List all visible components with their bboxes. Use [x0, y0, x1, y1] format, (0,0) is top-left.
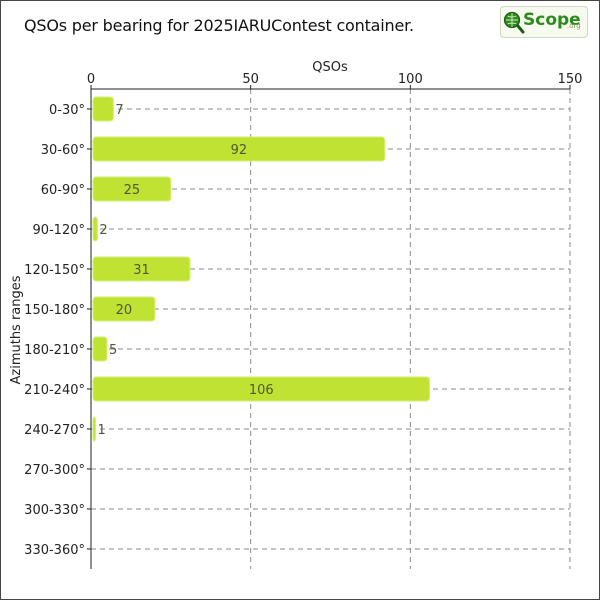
y-tick-label: 0-30° [49, 103, 85, 118]
y-tick-label: 240-270° [24, 423, 85, 438]
bar [92, 376, 430, 402]
bar-value-label: 31 [133, 263, 150, 278]
bar-value-label: 106 [249, 383, 274, 398]
y-tick-label: 330-360° [24, 543, 85, 558]
bar-value-label: 2 [99, 223, 107, 238]
bar-value-label: 92 [231, 143, 248, 158]
y-tick-label: 270-300° [24, 463, 85, 478]
y-axis-title: Azimuths ranges [9, 275, 24, 384]
y-tick-label: 180-210° [24, 343, 85, 358]
y-tick-label: 30-60° [41, 143, 85, 158]
x-tick-label: 150 [558, 72, 583, 87]
y-tick-label: 300-330° [24, 503, 85, 518]
bar [92, 176, 172, 202]
logo-text: Scope [523, 10, 581, 30]
bar-value-label: 1 [98, 423, 106, 438]
bar-value-label: 5 [109, 343, 117, 358]
bar [92, 256, 191, 282]
y-tick-label: 150-180° [24, 303, 85, 318]
bar [92, 96, 114, 122]
logo-subtext: .org [567, 22, 581, 30]
labels: 0 50 100 150 0-30° 30-60° 60-90° 90-120° 120-150… [24, 72, 582, 558]
bar [92, 416, 96, 442]
magnifier-globe-icon [503, 11, 525, 34]
bar [92, 216, 98, 242]
bar [92, 136, 386, 162]
y-tick-label: 90-120° [32, 223, 85, 238]
bar [92, 296, 156, 322]
chart-title: QSOs per bearing for 2025IARUContest con… [24, 16, 414, 35]
x-tick-label: 0 [87, 72, 95, 87]
bar [92, 336, 108, 362]
bar-value-label: 7 [115, 103, 123, 118]
y-tick-label: 120-150° [24, 263, 85, 278]
bars [92, 96, 430, 442]
grid-lines [91, 89, 571, 569]
y-tick-label: 60-90° [41, 183, 85, 198]
bar-value-label: 20 [116, 303, 133, 318]
axes [87, 85, 571, 569]
x-axis-title: QSOs [312, 60, 348, 75]
x-tick-label: 100 [398, 72, 423, 87]
y-tick-label: 210-240° [24, 383, 85, 398]
bar-value-label: 25 [124, 183, 141, 198]
qscope-logo[interactable]: Scope .org [500, 6, 588, 38]
x-tick-label: 50 [242, 72, 259, 87]
